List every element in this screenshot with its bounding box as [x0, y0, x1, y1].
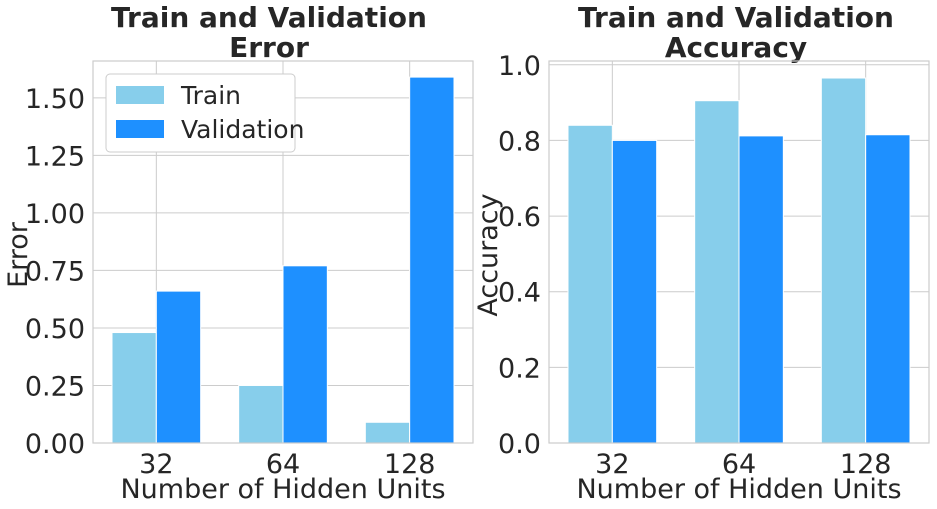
- legend-swatch-validation: [116, 120, 164, 138]
- accuracy-chart-plot-area: [548, 60, 930, 444]
- error-chart-title-line2: Error: [229, 31, 309, 64]
- accuracy-chart-ylabel: Accuracy: [473, 193, 504, 316]
- legend: Train Validation: [105, 73, 304, 153]
- error-chart-bar-validation-64: [282, 265, 328, 444]
- error-chart-plot-area: [92, 60, 474, 444]
- error-chart-bar-train-128: [364, 421, 411, 444]
- accuracy-chart-xtick-label: 64: [722, 449, 756, 480]
- legend-swatch-train: [116, 86, 164, 104]
- accuracy-chart-title-line2: Accuracy: [665, 31, 807, 64]
- error-chart-bar-train-32: [111, 332, 157, 444]
- accuracy-chart-ytick-label: 0.2: [498, 353, 541, 384]
- error-chart-xtick-label: 64: [266, 449, 300, 480]
- accuracy-chart-bar-validation-128: [865, 134, 911, 444]
- error-chart-ytick-label: 0.25: [25, 371, 85, 402]
- accuracy-chart-ytick-label: 0.4: [498, 278, 541, 309]
- error-chart-ylabel: Error: [3, 221, 34, 288]
- accuracy-chart: Train and Validation Accuracy Number of …: [473, 1, 930, 505]
- accuracy-chart-bar-validation-32: [611, 139, 658, 444]
- accuracy-chart-bar-train-32: [567, 124, 613, 444]
- accuracy-chart-bar-train-64: [694, 100, 740, 444]
- legend-label-train: Train: [180, 81, 241, 110]
- error-chart-xtick-label: 32: [139, 449, 173, 480]
- accuracy-chart-bar-train-128: [820, 77, 867, 444]
- accuracy-chart-xlabel: Number of Hidden Units: [576, 474, 901, 505]
- error-chart-bar-validation-32: [155, 290, 202, 444]
- error-chart-ytick-label: 1.00: [25, 199, 85, 230]
- accuracy-chart-xtick-label: 128: [840, 449, 892, 480]
- error-chart-title-line1: Train and Validation: [111, 1, 427, 34]
- accuracy-chart-ytick-label: 1.0: [498, 51, 541, 82]
- legend-label-validation: Validation: [181, 115, 304, 144]
- accuracy-chart-ytick-label: 0.6: [498, 202, 541, 233]
- error-chart-bar-train-64: [238, 384, 284, 444]
- error-chart: Train and Validation Error Number of Hid…: [3, 1, 474, 505]
- accuracy-chart-title-line1: Train and Validation: [578, 1, 894, 34]
- accuracy-chart-ytick-label: 0.0: [498, 429, 541, 460]
- error-chart-ytick-label: 0.50: [25, 314, 85, 345]
- accuracy-chart-ytick-label: 0.8: [498, 126, 541, 157]
- error-chart-ytick-label: 1.50: [25, 84, 85, 115]
- error-chart-ytick-label: 0.75: [25, 256, 85, 287]
- error-chart-xtick-label: 128: [384, 449, 436, 480]
- error-chart-ytick-label: 0.00: [25, 429, 85, 460]
- error-chart-ytick-label: 1.25: [25, 141, 85, 172]
- accuracy-chart-xtick-label: 32: [595, 449, 629, 480]
- error-chart-bar-validation-128: [409, 76, 455, 444]
- accuracy-chart-bar-validation-64: [738, 135, 784, 444]
- error-chart-xlabel: Number of Hidden Units: [120, 474, 445, 505]
